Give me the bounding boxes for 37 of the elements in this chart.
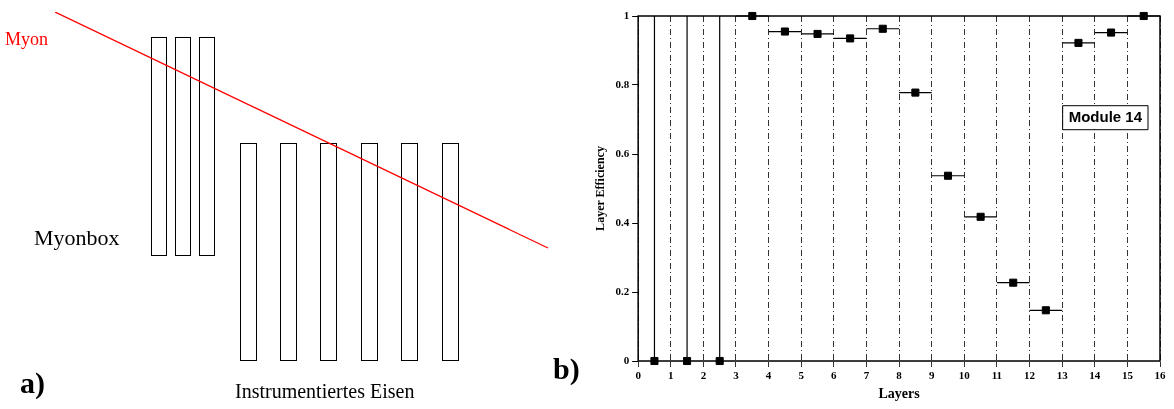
- x-tick-label: 16: [1154, 369, 1166, 382]
- x-tick-label: 4: [765, 369, 772, 382]
- x-tick-label: 2: [700, 369, 707, 382]
- point: [911, 88, 920, 97]
- y-tick-label: 0.8: [615, 77, 630, 90]
- text: b): [553, 352, 580, 386]
- x-tick-label: 1: [668, 369, 674, 382]
- x-tick-label: 7: [863, 369, 870, 382]
- x-tick-label: 8: [896, 369, 903, 382]
- x-tick-label: 0: [635, 369, 642, 382]
- point: [1009, 278, 1018, 287]
- x-tick-label: 5: [798, 369, 805, 382]
- y-axis-title: Layer Efficiency: [593, 146, 608, 231]
- y-tick-label: 0.4: [615, 215, 630, 228]
- text: Instrumentiertes Eisen: [235, 380, 415, 403]
- y-tick-label: 1: [623, 8, 630, 21]
- x-tick-label: 3: [733, 369, 740, 382]
- x-tick-label: 10: [958, 369, 971, 382]
- y-tick-label: 0: [623, 353, 630, 366]
- x-tick-label: 9: [928, 369, 935, 382]
- point: [846, 34, 855, 43]
- x-axis-title: Layers: [878, 386, 921, 402]
- point: [976, 212, 985, 221]
- y-tick-label: 0.6: [615, 146, 630, 159]
- point: [780, 27, 789, 36]
- text: Myon: [5, 29, 49, 50]
- x-tick-label: 12: [1024, 369, 1036, 382]
- x-tick-label: 6: [831, 369, 838, 382]
- x-tick-label: 13: [1056, 369, 1069, 382]
- annotation: Module 14: [1068, 107, 1143, 125]
- x-tick-label: 14: [1089, 369, 1101, 382]
- text: Myonbox: [34, 225, 120, 251]
- text: a): [20, 366, 45, 400]
- x-tick-label: 15: [1121, 369, 1134, 382]
- y-tick-label: 0.2: [615, 284, 630, 297]
- x-tick-label: 11: [991, 369, 1003, 382]
- point: [1107, 28, 1116, 37]
